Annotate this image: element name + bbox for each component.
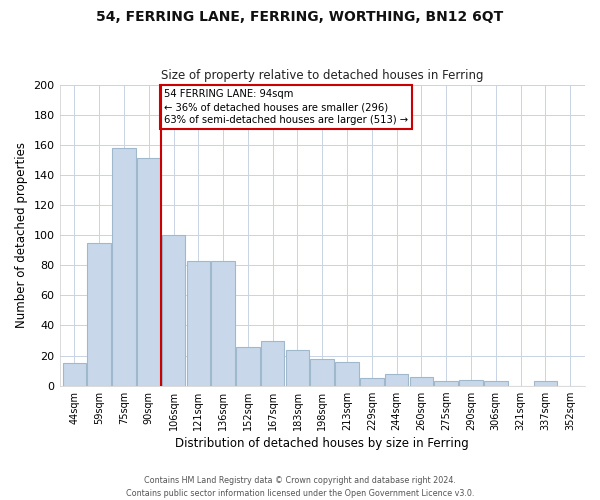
Text: 54 FERRING LANE: 94sqm
← 36% of detached houses are smaller (296)
63% of semi-de: 54 FERRING LANE: 94sqm ← 36% of detached…: [164, 89, 408, 126]
Text: Contains HM Land Registry data © Crown copyright and database right 2024.
Contai: Contains HM Land Registry data © Crown c…: [126, 476, 474, 498]
Text: 54, FERRING LANE, FERRING, WORTHING, BN12 6QT: 54, FERRING LANE, FERRING, WORTHING, BN1…: [97, 10, 503, 24]
Bar: [434, 381, 458, 386]
Bar: [335, 362, 359, 386]
Bar: [62, 363, 86, 386]
Bar: [533, 381, 557, 386]
Bar: [484, 381, 508, 386]
Bar: [286, 350, 309, 386]
Bar: [137, 158, 161, 386]
Y-axis label: Number of detached properties: Number of detached properties: [15, 142, 28, 328]
Bar: [236, 346, 260, 386]
Bar: [88, 242, 111, 386]
Bar: [385, 374, 409, 386]
Bar: [410, 376, 433, 386]
Bar: [162, 235, 185, 386]
Bar: [360, 378, 383, 386]
Bar: [187, 260, 210, 386]
Bar: [459, 380, 483, 386]
Bar: [211, 260, 235, 386]
Bar: [112, 148, 136, 386]
Bar: [261, 340, 284, 386]
X-axis label: Distribution of detached houses by size in Ferring: Distribution of detached houses by size …: [175, 437, 469, 450]
Title: Size of property relative to detached houses in Ferring: Size of property relative to detached ho…: [161, 69, 484, 82]
Bar: [310, 358, 334, 386]
